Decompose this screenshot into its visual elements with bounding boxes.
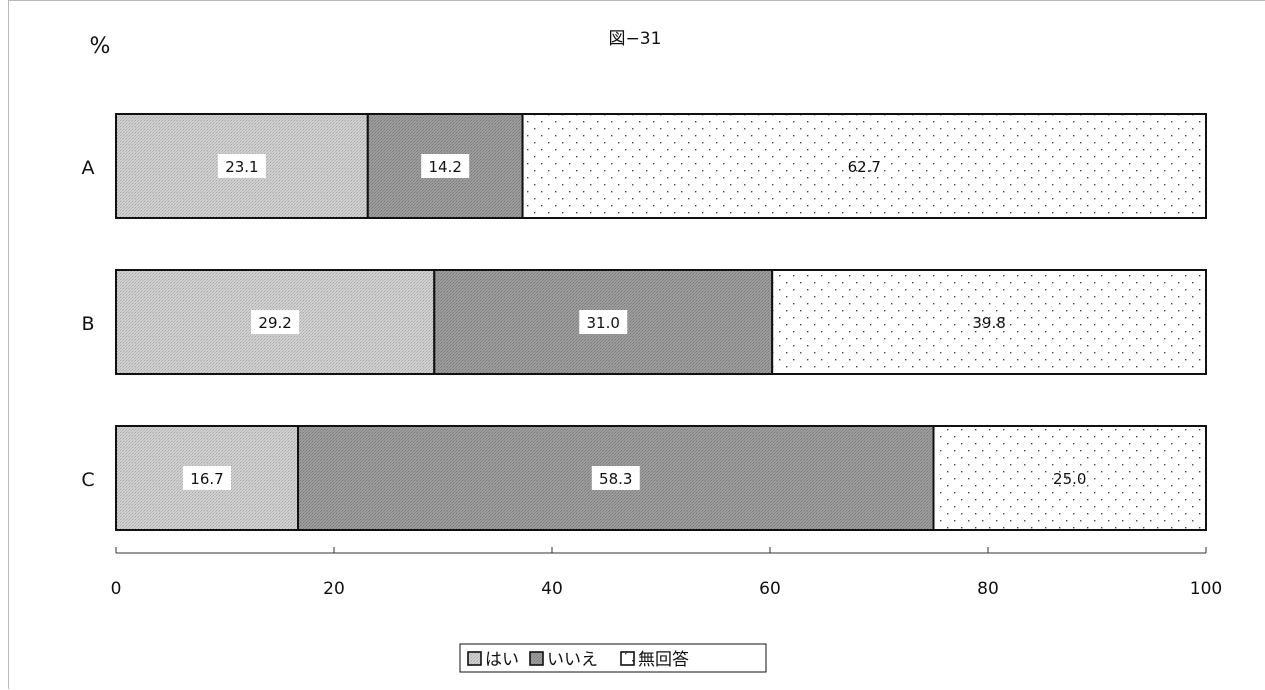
data-label: 29.2 — [258, 314, 291, 332]
data-label: 14.2 — [428, 158, 461, 176]
x-tick-label: 40 — [541, 579, 563, 599]
legend-swatch-yes — [468, 652, 481, 665]
x-axis: 0 20 40 60 80 100 — [111, 547, 1223, 599]
data-label: 31.0 — [587, 314, 620, 332]
x-tick-label: 0 — [111, 579, 122, 599]
x-tick-label: 60 — [759, 579, 781, 599]
legend: はい いいえ 無回答 — [460, 644, 766, 672]
legend-swatch-no — [530, 652, 543, 665]
chart-title: 図−31 — [609, 29, 662, 49]
data-label: 58.3 — [599, 470, 632, 488]
category-labels: A B C — [81, 157, 94, 491]
category-label: C — [81, 469, 94, 491]
data-label: 16.7 — [190, 470, 223, 488]
x-tick-label: 100 — [1190, 579, 1222, 599]
data-label: 25.0 — [1053, 470, 1086, 488]
data-label: 62.7 — [848, 158, 881, 176]
data-label: 23.1 — [225, 158, 258, 176]
legend-swatch-na — [621, 652, 634, 665]
axis-unit-label: % — [90, 34, 111, 59]
legend-label: 無回答 — [638, 650, 689, 670]
bars-group: 23.1 14.2 62.7 29.2 31.0 39.8 16.7 58.3 25.0 — [116, 114, 1206, 530]
category-label: B — [81, 313, 94, 335]
x-tick-label: 80 — [977, 579, 999, 599]
legend-label: いいえ — [547, 650, 598, 670]
x-tick-label: 20 — [323, 579, 345, 599]
legend-label: はい — [485, 650, 519, 670]
data-label: 39.8 — [972, 314, 1005, 332]
category-label: A — [82, 157, 95, 179]
